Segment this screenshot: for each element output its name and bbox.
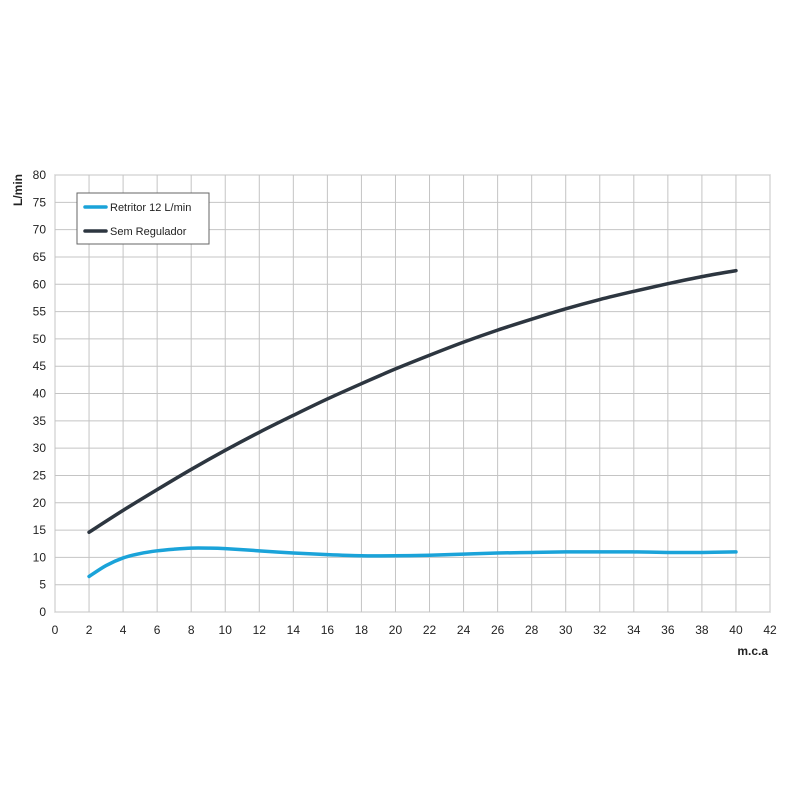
- y-tick-label: 75: [33, 195, 47, 209]
- y-tick-label: 50: [33, 332, 47, 346]
- y-tick-label: 55: [33, 305, 47, 319]
- y-tick-labels: 0 5 10 15 20 25 30 35 40 45 50 55 60 65 70 75 80: [33, 168, 47, 619]
- x-tick-label: 30: [559, 623, 573, 637]
- y-tick-label: 25: [33, 468, 47, 482]
- x-tick-label: 6: [154, 623, 161, 637]
- x-tick-label: 24: [457, 623, 471, 637]
- y-tick-label: 35: [33, 414, 47, 428]
- y-tick-label: 70: [33, 223, 47, 237]
- y-tick-label: 60: [33, 277, 47, 291]
- legend-box: [76, 192, 210, 245]
- x-tick-label: 38: [695, 623, 709, 637]
- y-tick-label: 10: [33, 550, 47, 564]
- y-tick-label: 5: [39, 578, 46, 592]
- x-tick-label: 32: [593, 623, 607, 637]
- y-tick-label: 65: [33, 250, 47, 264]
- x-tick-label: 10: [219, 623, 233, 637]
- y-axis-title: L/min: [11, 174, 25, 206]
- legend-label-retritor-12-l-min: Retritor 12 L/min: [110, 202, 191, 214]
- y-tick-label: 40: [33, 387, 47, 401]
- x-tick-label: 8: [188, 623, 195, 637]
- y-tick-label: 80: [33, 168, 47, 182]
- x-tick-label: 12: [253, 623, 267, 637]
- x-tick-label: 26: [491, 623, 505, 637]
- legend: Retritor 12 L/min Sem Regulador: [76, 192, 210, 245]
- y-tick-label: 15: [33, 523, 47, 537]
- x-tick-label: 40: [729, 623, 743, 637]
- series-lines: [87, 268, 738, 579]
- x-tick-labels: 0 2 4 6 8 10 12 14 16 18 20 22 24 26 28 30 32 34 36 38 40 42: [52, 623, 777, 637]
- y-tick-label: 0: [39, 605, 46, 619]
- series-line-sem-regulador: [87, 268, 738, 534]
- y-tick-label: 45: [33, 359, 47, 373]
- x-axis-title: m.c.a: [737, 644, 768, 658]
- x-tick-label: 16: [321, 623, 335, 637]
- legend-label-sem-regulador: Sem Regulador: [110, 226, 187, 238]
- x-tick-label: 42: [763, 623, 777, 637]
- x-tick-label: 14: [287, 623, 301, 637]
- x-tick-label: 36: [661, 623, 675, 637]
- x-tick-label: 28: [525, 623, 539, 637]
- y-tick-label: 30: [33, 441, 47, 455]
- x-tick-label: 0: [52, 623, 59, 637]
- x-tick-label: 2: [86, 623, 93, 637]
- x-tick-label: 18: [355, 623, 369, 637]
- grid-lines: [54, 174, 771, 613]
- x-tick-label: 22: [423, 623, 437, 637]
- x-tick-label: 34: [627, 623, 641, 637]
- x-tick-label: 20: [389, 623, 403, 637]
- series-line-retritor-12-l-min: [87, 546, 738, 579]
- y-tick-label: 20: [33, 496, 47, 510]
- x-tick-label: 4: [120, 623, 127, 637]
